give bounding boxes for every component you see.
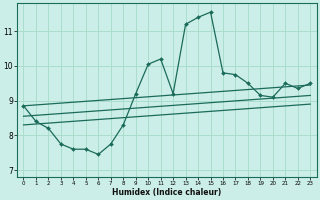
X-axis label: Humidex (Indice chaleur): Humidex (Indice chaleur) — [112, 188, 221, 197]
